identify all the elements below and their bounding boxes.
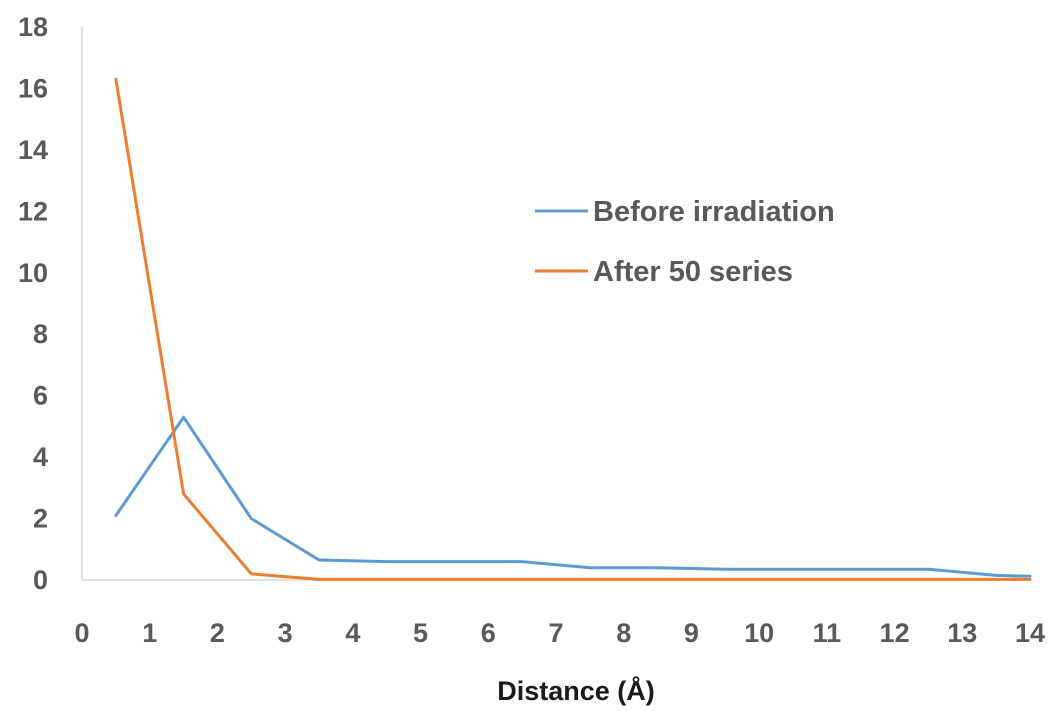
x-tick-label: 14 bbox=[1015, 618, 1045, 648]
y-tick-label: 4 bbox=[33, 442, 48, 472]
y-tick-label: 16 bbox=[18, 73, 48, 103]
x-tick-label: 6 bbox=[481, 618, 496, 648]
series-line-before-irradiation bbox=[114, 415, 1032, 578]
x-tick-label: 8 bbox=[616, 618, 631, 648]
y-tick-label: 8 bbox=[33, 319, 48, 349]
series-lines bbox=[114, 77, 1032, 581]
y-tick-label: 12 bbox=[18, 196, 48, 226]
x-tick-label: 13 bbox=[947, 618, 977, 648]
y-tick-label: 2 bbox=[33, 504, 48, 534]
x-tick-label: 10 bbox=[744, 618, 774, 648]
y-tick-label: 6 bbox=[33, 381, 48, 411]
y-tick-label: 14 bbox=[18, 135, 48, 165]
x-tick-label: 5 bbox=[413, 618, 428, 648]
x-tick-label: 2 bbox=[210, 618, 225, 648]
y-tick-label: 0 bbox=[33, 565, 48, 595]
legend-label: After 50 series bbox=[593, 256, 793, 288]
x-tick-labels: 0 1 2 3 4 5 6 7 8 9 10 11 12 13 14 bbox=[74, 618, 1045, 648]
x-axis-title: Distance (Å) bbox=[497, 675, 655, 706]
x-tick-label: 0 bbox=[74, 618, 89, 648]
y-tick-labels: 0 2 4 6 8 10 12 14 16 18 bbox=[18, 12, 48, 595]
x-tick-label: 3 bbox=[278, 618, 293, 648]
x-tick-label: 9 bbox=[684, 618, 699, 648]
x-tick-label: 1 bbox=[142, 618, 157, 648]
x-tick-label: 12 bbox=[880, 618, 910, 648]
y-tick-label: 10 bbox=[18, 258, 48, 288]
x-tick-label: 11 bbox=[813, 618, 842, 648]
legend: Before irradiation After 50 series bbox=[535, 196, 835, 288]
legend-label: Before irradiation bbox=[593, 196, 835, 228]
series-line-after-50-series bbox=[114, 77, 1032, 581]
x-tick-label: 4 bbox=[345, 618, 360, 648]
x-tick-label: 7 bbox=[548, 618, 563, 648]
y-tick-label: 18 bbox=[18, 12, 48, 42]
